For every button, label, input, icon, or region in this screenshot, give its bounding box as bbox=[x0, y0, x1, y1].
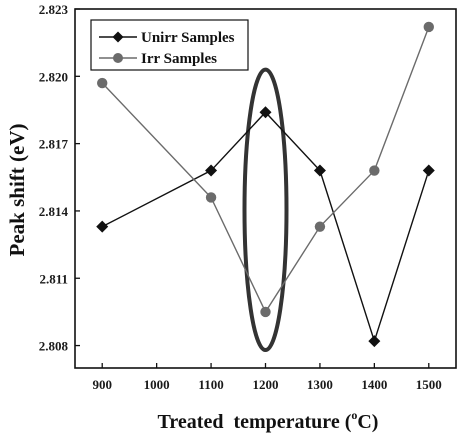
highlight-ellipse bbox=[242, 67, 289, 353]
data-point-circle bbox=[97, 77, 108, 89]
y-tick-label: 2.823 bbox=[39, 2, 69, 17]
x-axis-title-sup: o bbox=[351, 408, 357, 422]
data-point-diamond bbox=[259, 106, 272, 119]
x-axis-title-text: Treated temperature ( bbox=[158, 411, 352, 433]
x-axis-title-unit: C) bbox=[357, 411, 378, 433]
x-tick-label: 900 bbox=[92, 377, 112, 392]
tick-layer: 900 1000 1100 1200 1300 1400 1500 2.808 2.811 2.8… bbox=[39, 2, 442, 392]
x-tick-label: 1300 bbox=[307, 377, 333, 392]
x-axis-title: Treated temperature (oC) bbox=[158, 408, 379, 433]
legend-marker-unirr bbox=[112, 31, 124, 43]
x-tick-label: 1000 bbox=[144, 377, 170, 392]
data-point-circle bbox=[423, 21, 434, 33]
series-line-0 bbox=[101, 111, 430, 344]
highlight-layer bbox=[242, 67, 289, 353]
data-point-diamond bbox=[96, 220, 109, 233]
data-point-circle bbox=[260, 306, 271, 318]
y-tick-label: 2.811 bbox=[39, 271, 68, 286]
legend-label-irr: Irr Samples bbox=[141, 51, 217, 67]
data-point-circle bbox=[205, 192, 217, 203]
data-point-diamond bbox=[313, 164, 326, 177]
y-tick-label: 2.817 bbox=[39, 137, 69, 152]
data-point-circle bbox=[314, 221, 326, 232]
x-tick-label: 1400 bbox=[361, 377, 387, 392]
legend: Unirr Samples Irr Samples bbox=[90, 19, 249, 71]
data-point-diamond bbox=[368, 335, 381, 348]
y-tick-label: 2.814 bbox=[39, 204, 69, 219]
series-line-1 bbox=[101, 26, 430, 314]
x-tick-label: 1100 bbox=[198, 377, 223, 392]
series-layer bbox=[96, 21, 435, 348]
y-tick-label: 2.820 bbox=[39, 69, 68, 84]
legend-label-unirr: Unirr Samples bbox=[141, 30, 235, 46]
legend-marker-irr bbox=[113, 53, 123, 63]
x-tick-label: 1500 bbox=[416, 377, 442, 392]
y-axis-title: Peak shift (eV) bbox=[5, 124, 29, 257]
data-point-diamond bbox=[422, 164, 435, 177]
data-point-diamond bbox=[205, 164, 218, 177]
x-tick-label: 1200 bbox=[253, 377, 279, 392]
data-point-circle bbox=[369, 165, 380, 176]
y-tick-label: 2.808 bbox=[39, 339, 69, 354]
